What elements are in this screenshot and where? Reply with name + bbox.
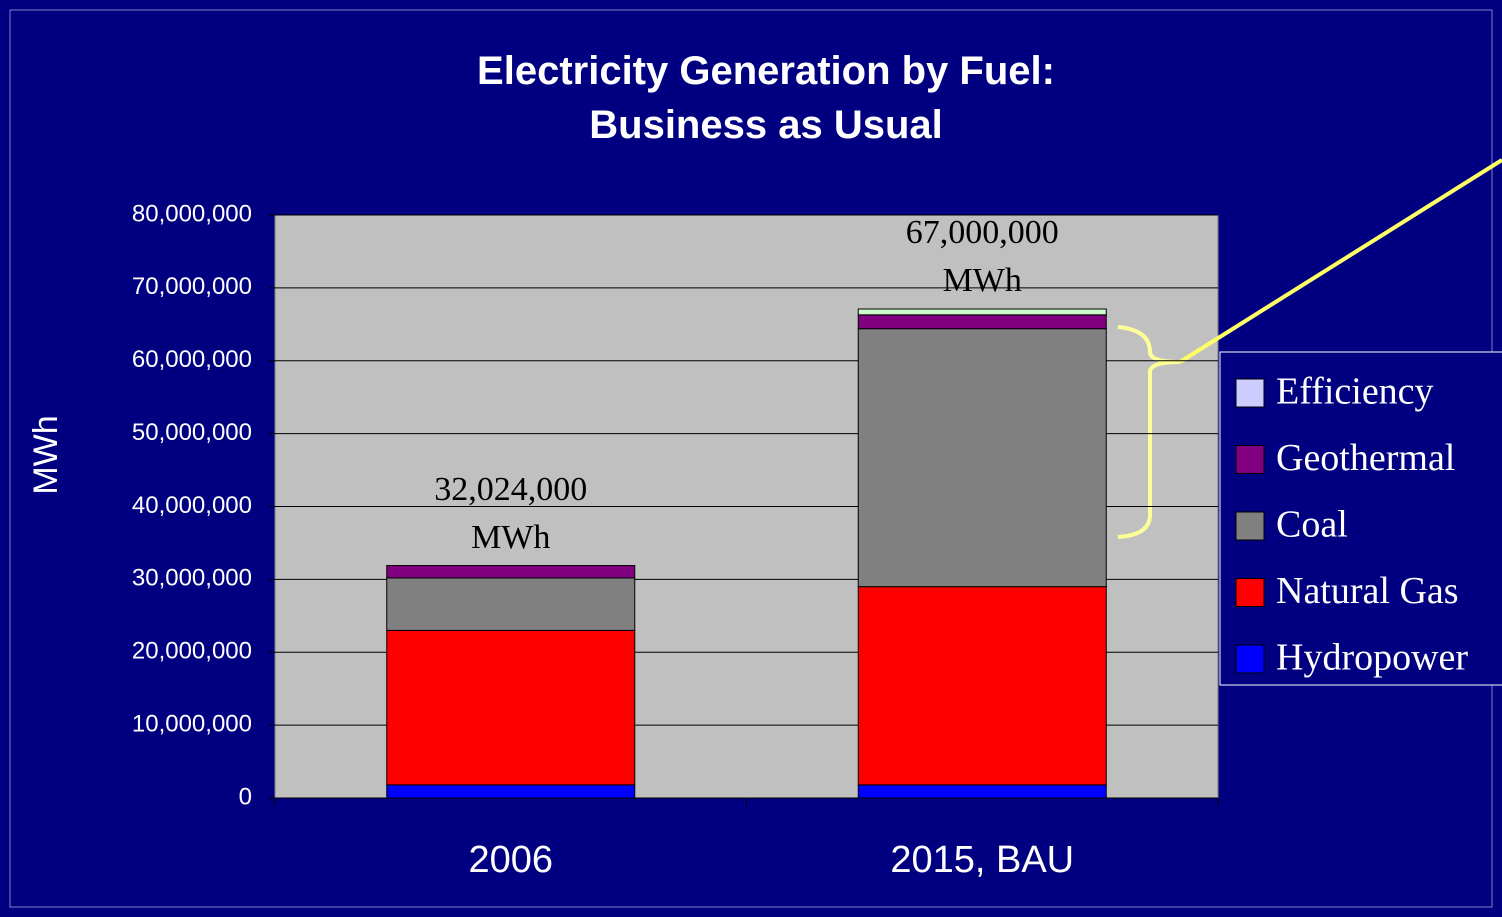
arrow-line [1178,158,1502,364]
y-tick-label: 50,000,000 [132,419,252,446]
bar-segment [386,577,636,631]
y-tick-label: 10,000,000 [132,710,252,737]
bar-segment [386,629,636,786]
bar-segment [386,565,636,579]
y-tick-label: 30,000,000 [132,565,252,592]
y-axis-label: MWh [27,415,65,494]
annotation: 32,024,000 MWh [434,470,588,556]
x-tick-label: 2015, BAU [890,839,1074,881]
bar-segment [857,314,1107,330]
legend-swatch [1235,578,1265,607]
legend-label: Geothermal [1276,437,1455,479]
y-tick-label: 20,000,000 [132,638,252,665]
legend-label: Coal [1276,504,1348,546]
x-tick-label: 2006 [468,839,553,881]
legend-swatch [1235,644,1265,674]
legend-swatch [1235,445,1265,474]
y-tick-label: 40,000,000 [132,492,252,519]
chart-title: Electricity Generation by Fuel: Business… [477,49,1055,147]
y-tick-label: 0 [239,783,252,810]
bar-segment [386,784,636,799]
legend-swatch [1235,511,1265,541]
bar-segment [857,308,1107,316]
annotation: 67,000,000 MWh [905,214,1059,299]
legend-label: Efficiency [1276,371,1434,413]
legend-box [1219,351,1502,686]
bar-segment [857,784,1107,799]
legend-swatch [1235,378,1265,408]
y-tick-label: 60,000,000 [132,346,252,373]
bar-segment [857,328,1107,588]
bar-segment [857,586,1107,786]
y-tick-label: 70,000,000 [132,273,252,300]
brace [1117,325,1181,539]
legend-label: Hydropower [1276,637,1468,679]
legend-label: Natural Gas [1276,570,1459,612]
y-tick-label: 80,000,000 [132,200,252,227]
